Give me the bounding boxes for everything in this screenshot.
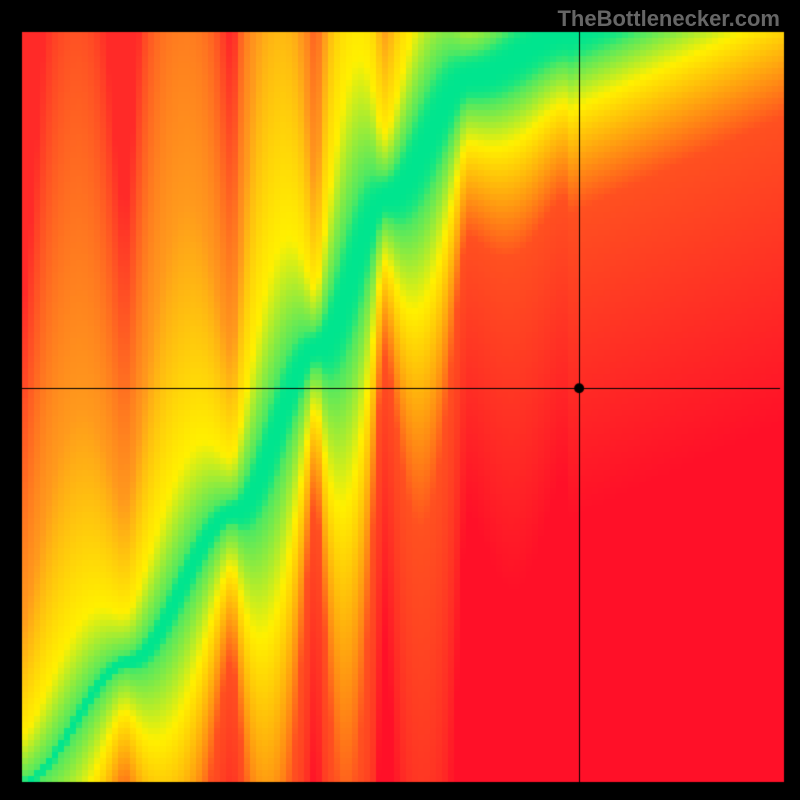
bottleneck-heatmap: [0, 0, 800, 800]
watermark-text: TheBottlenecker.com: [557, 6, 780, 32]
